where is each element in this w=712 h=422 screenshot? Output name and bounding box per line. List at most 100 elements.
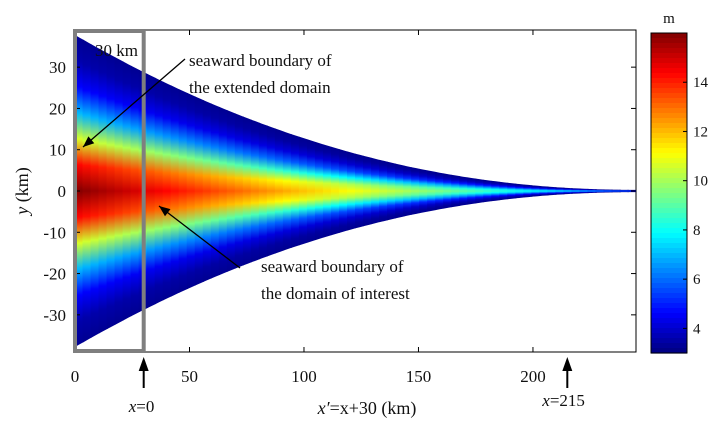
- field-column: [306, 139, 317, 243]
- field-column: [435, 171, 445, 211]
- interest-boundary-arrowhead: [159, 206, 171, 217]
- field-column: [467, 177, 477, 205]
- field-column: [411, 167, 421, 215]
- field-column: [387, 161, 397, 221]
- colorbar-strip: [651, 128, 687, 134]
- position-arrow-head: [138, 357, 149, 371]
- colorbar-unit: m: [663, 11, 675, 27]
- colorbar-tick-label: 6: [693, 272, 701, 288]
- colorbar-strip: [651, 108, 687, 114]
- position-arrow-head: [562, 357, 573, 371]
- colorbar-strip: [651, 178, 687, 184]
- x0-label: x=0: [128, 397, 155, 416]
- interest-boundary-arrow: [158, 205, 241, 269]
- colorbar-strip: [651, 63, 687, 69]
- field-column: [218, 106, 228, 276]
- colorbar-strip: [651, 48, 687, 54]
- colorbar-strip: [651, 233, 687, 239]
- colorbar-strip: [651, 143, 687, 149]
- colorbar-strip: [651, 248, 687, 254]
- colorbar-strip: [651, 153, 687, 159]
- field-column: [603, 189, 613, 193]
- field-column: [210, 103, 220, 279]
- colorbar-strip: [651, 68, 687, 74]
- annotations: 30 km seaward boundary of the extended d…: [82, 41, 585, 416]
- field-column: [547, 186, 557, 196]
- field-column: [154, 77, 164, 305]
- field-column: [363, 155, 373, 227]
- field-column: [330, 146, 341, 236]
- colorbar-strip: [651, 203, 687, 209]
- field-column: [298, 136, 309, 246]
- field-column: [491, 180, 501, 202]
- field-column: [146, 73, 156, 309]
- field-column: [539, 185, 549, 197]
- colorbar-strip: [651, 78, 687, 84]
- y-tick-label: 10: [49, 141, 66, 160]
- colorbar-strip: [651, 83, 687, 89]
- colorbar-strip: [651, 73, 687, 79]
- field-column: [130, 65, 140, 317]
- field-column: [106, 52, 116, 330]
- colorbar-strip: [651, 308, 687, 314]
- field-column: [122, 61, 132, 321]
- colorbar-strip: [651, 38, 687, 44]
- field-column: [266, 125, 277, 257]
- colorbar-strip: [651, 268, 687, 274]
- field-column: [282, 131, 293, 251]
- field-column: [98, 48, 108, 334]
- colorbar-strip: [651, 173, 687, 179]
- wave-height-field: [75, 35, 636, 347]
- field-column: [314, 141, 325, 241]
- colorbar-ticks: 14 12 10 8 6 4: [683, 75, 709, 337]
- colorbar-strip: [651, 303, 687, 309]
- field-column: [178, 89, 188, 293]
- field-column: [274, 128, 285, 254]
- extended-boundary-arrowhead: [83, 136, 95, 147]
- field-column: [371, 157, 381, 225]
- y-axis-label: y (km): [12, 167, 33, 217]
- x-tick-label: 50: [181, 367, 198, 386]
- colorbar-strip: [651, 298, 687, 304]
- field-column: [611, 189, 621, 193]
- colorbar-strip: [651, 138, 687, 144]
- field-column: [507, 182, 517, 200]
- field-column: [555, 187, 565, 195]
- colorbar: 14 12 10 8 6 4 m: [650, 11, 709, 354]
- extended-boundary-label-line2: the extended domain: [189, 78, 331, 97]
- x-axis-label: x′=x+30 (km): [317, 398, 417, 419]
- y-tick-label: -10: [43, 223, 66, 242]
- colorbar-strip: [651, 93, 687, 99]
- y-tick-label: -20: [43, 265, 66, 284]
- field-column: [595, 189, 605, 193]
- colorbar-strip: [651, 218, 687, 224]
- field-column: [515, 183, 525, 199]
- field-column: [483, 179, 493, 203]
- colorbar-tick-label: 14: [693, 75, 709, 91]
- field-column: [242, 116, 253, 266]
- colorbar-strip: [651, 208, 687, 214]
- field-column: [395, 163, 405, 219]
- colorbar-strip: [651, 223, 687, 229]
- field-column: [531, 185, 541, 197]
- colorbar-strip: [651, 33, 687, 39]
- colorbar-frame: [650, 32, 688, 354]
- field-column: [475, 178, 485, 204]
- field-column: [443, 173, 453, 209]
- field-column: [162, 81, 172, 301]
- interest-boundary-label-line2: the domain of interest: [261, 284, 410, 303]
- colorbar-gradient: [651, 33, 687, 354]
- colorbar-strip: [651, 58, 687, 64]
- colorbar-strip: [651, 133, 687, 139]
- field-column: [619, 189, 629, 193]
- colorbar-strip: [651, 213, 687, 219]
- colorbar-strip: [651, 188, 687, 194]
- field-column: [403, 165, 413, 217]
- colorbar-strip: [651, 88, 687, 94]
- extended-boundary-arrow: [82, 58, 186, 148]
- colorbar-strip: [651, 238, 687, 244]
- colorbar-strip: [651, 293, 687, 299]
- colorbar-tick-label: 8: [693, 223, 701, 239]
- field-column: [587, 188, 597, 194]
- field-column: [523, 184, 533, 198]
